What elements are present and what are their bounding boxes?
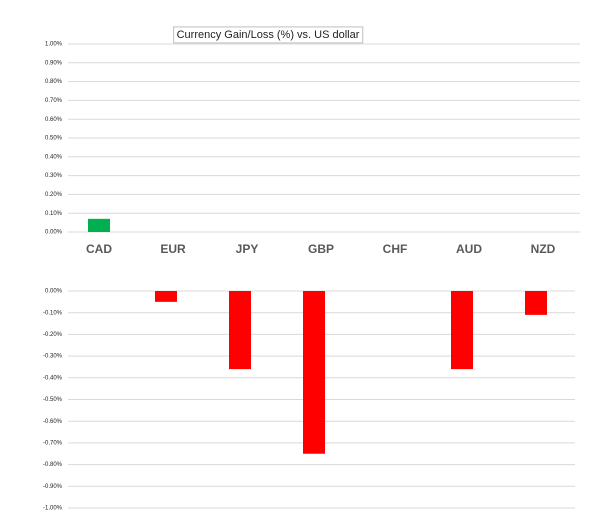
y-tick-label: 0.20% [45, 192, 63, 198]
bar [88, 218, 110, 232]
x-tick-label: NZD [531, 242, 556, 256]
bar [229, 291, 251, 370]
x-tick-label: CHF [383, 242, 408, 256]
y-tick-label: 1.00% [45, 42, 63, 48]
y-tick-label: -0.40% [43, 375, 63, 381]
y-tick-label: -0.30% [43, 354, 63, 360]
y-tick-label: -0.20% [43, 332, 63, 338]
y-tick-label: -0.90% [43, 484, 63, 490]
y-tick-label: 0.90% [45, 60, 63, 66]
x-tick-label: JPY [236, 242, 259, 256]
chart-title: Currency Gain/Loss (%) vs. US dollar [177, 29, 360, 41]
y-tick-label: 0.70% [45, 98, 63, 104]
y-tick-label: 0.00% [45, 230, 63, 236]
x-tick-label: CAD [86, 242, 112, 256]
y-tick-label: 0.00% [45, 289, 63, 295]
y-tick-label: 0.60% [45, 117, 63, 123]
x-tick-label: AUD [456, 242, 482, 256]
y-tick-label: 0.10% [45, 211, 63, 217]
x-tick-label: EUR [160, 242, 186, 256]
y-tick-label: 0.40% [45, 154, 63, 160]
bar [451, 291, 473, 370]
title-box [173, 26, 364, 44]
y-tick-label: -1.00% [43, 506, 63, 512]
y-tick-label: 0.50% [45, 136, 63, 142]
bar [525, 291, 547, 315]
y-tick-label: 0.80% [45, 79, 63, 85]
x-tick-label: GBP [308, 242, 334, 256]
y-tick-label: -0.60% [43, 419, 63, 425]
y-tick-label: -0.10% [43, 310, 63, 316]
y-tick-label: -0.80% [43, 462, 63, 468]
y-tick-label: -0.70% [43, 440, 63, 446]
y-tick-label: 0.30% [45, 173, 63, 179]
y-tick-label: -0.50% [43, 397, 63, 403]
bar [303, 291, 325, 454]
bar [155, 291, 177, 302]
